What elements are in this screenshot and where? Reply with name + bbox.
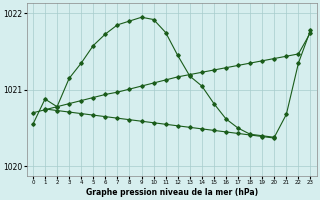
X-axis label: Graphe pression niveau de la mer (hPa): Graphe pression niveau de la mer (hPa) <box>86 188 258 197</box>
